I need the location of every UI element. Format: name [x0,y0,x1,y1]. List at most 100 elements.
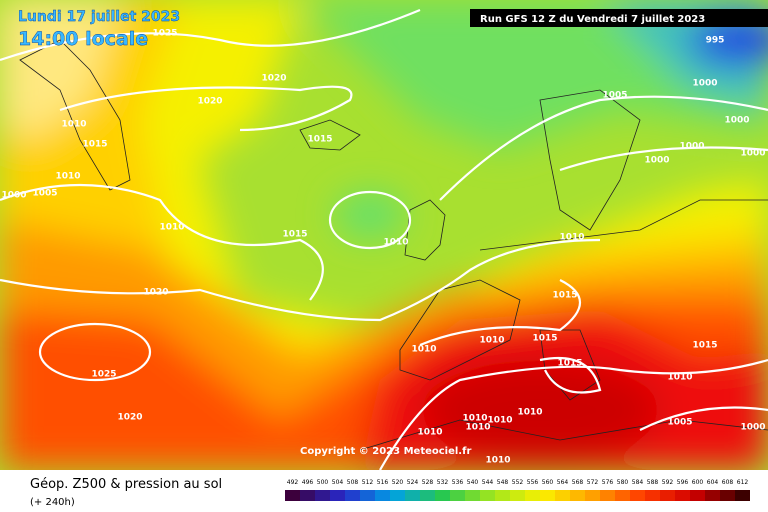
scale-swatch [345,490,360,501]
scale-swatch [495,490,510,501]
scale-swatch [630,490,645,501]
scale-swatch [675,490,690,501]
isobar-label: 1020 [261,74,286,84]
isobar-label: 1010 [462,414,487,424]
scale-label: 576 [602,479,614,486]
isobar-label: 1020 [117,413,142,423]
scale-swatch [510,490,525,501]
scale-swatch [525,490,540,501]
scale-label: 528 [422,479,434,486]
scale-label: 492 [287,479,299,486]
isobar-label: 1015 [557,359,582,369]
forecast-date: Lundi 17 juillet 2023 [18,9,180,25]
scale-label: 508 [347,479,359,486]
isobar-label: 1020 [197,97,222,107]
scale-label: 540 [467,479,479,486]
scale-label: 524 [407,479,419,486]
isobar-label: 1005 [32,189,57,199]
isobar-label: 1010 [61,120,86,130]
isobar-label: 995 [706,36,725,46]
scale-label: 596 [677,479,689,486]
isobar-labels: 1025 1020 1020 1010 1015 1010 1005 1000 1015 1010… [1,29,765,466]
coastlines [19,39,768,451]
isobar-label: 1000 [724,116,749,126]
isobar-label: 1010 [411,345,436,355]
isobar-label: 1000 [679,142,704,152]
footer-lead: (+ 240h) [30,497,75,508]
isobar-label: 1015 [552,291,577,301]
isobar-label: 1010 [485,456,510,466]
scale-swatch [660,490,675,501]
scale-label: 600 [692,479,704,486]
scale-label: 584 [632,479,644,486]
scale-label: 564 [557,479,569,486]
scale-swatch [720,490,735,501]
scale-label: 612 [737,479,749,486]
scale-swatch [420,490,435,501]
isobar-label: 1010 [383,238,408,248]
isobar-label: 1000 [1,191,26,201]
isobar-label: 1025 [91,370,116,380]
isobar-label: 1000 [692,79,717,89]
scale-swatch [615,490,630,501]
scale-label: 544 [482,479,494,486]
scale-label: 572 [587,479,599,486]
scale-label: 500 [317,479,329,486]
isobar-label: 1000 [740,149,765,159]
scale-label: 592 [662,479,674,486]
scale-swatch [285,490,300,501]
scale-label: 568 [572,479,584,486]
scale-swatch [330,490,345,501]
scale-swatch [600,490,615,501]
scale-swatch [705,490,720,501]
isobar-label: 1000 [644,156,669,166]
isobar-label: 1010 [159,223,184,233]
scale-label: 604 [707,479,719,486]
scale-swatch [540,490,555,501]
scale-label: 556 [527,479,539,486]
isobar-label: 1010 [479,336,504,346]
scale-label: 588 [647,479,659,486]
isobar-label: 1005 [667,418,692,428]
isobar-label: 1005 [602,91,627,101]
scale-swatch [735,490,750,501]
isobar-label: 1015 [282,230,307,240]
isobar-label: 1010 [465,423,490,433]
scale-label: 516 [377,479,389,486]
scale-label: 512 [362,479,374,486]
isobar-label: 1015 [532,334,557,344]
isobar-label: 1010 [55,172,80,182]
scale-swatch [300,490,315,501]
scale-swatch [405,490,420,501]
scale-label: 552 [512,479,524,486]
scale-swatch [570,490,585,501]
scale-swatch [690,490,705,501]
scale-label: 560 [542,479,554,486]
isobar-label: 1010 [559,233,584,243]
run-box [470,9,768,27]
scale-swatch [450,490,465,501]
scale-swatch [480,490,495,501]
run-info: Run GFS 12 Z du Vendredi 7 juillet 2023 [480,14,705,25]
scale-swatch [375,490,390,501]
scale-swatch [435,490,450,501]
scale-label: 504 [332,479,344,486]
scale-label: 536 [452,479,464,486]
forecast-time: 14:00 locale [18,28,148,50]
scale-swatch [465,490,480,501]
scale-swatch [585,490,600,501]
scale-label: 548 [497,479,509,486]
scale-swatch [645,490,660,501]
isobar-label: 1015 [307,135,332,145]
isobar-label: 1015 [692,341,717,351]
isobar-label: 1010 [517,408,542,418]
scale-label: 580 [617,479,629,486]
scale-label: 496 [302,479,314,486]
isobars [0,8,768,470]
isobar-label: 1010 [417,428,442,438]
isobar-label: 1025 [152,29,177,39]
isobar-label: 1010 [487,416,512,426]
field: 1025 1020 1020 1010 1015 1010 1005 1000 1015 1010… [0,0,768,470]
